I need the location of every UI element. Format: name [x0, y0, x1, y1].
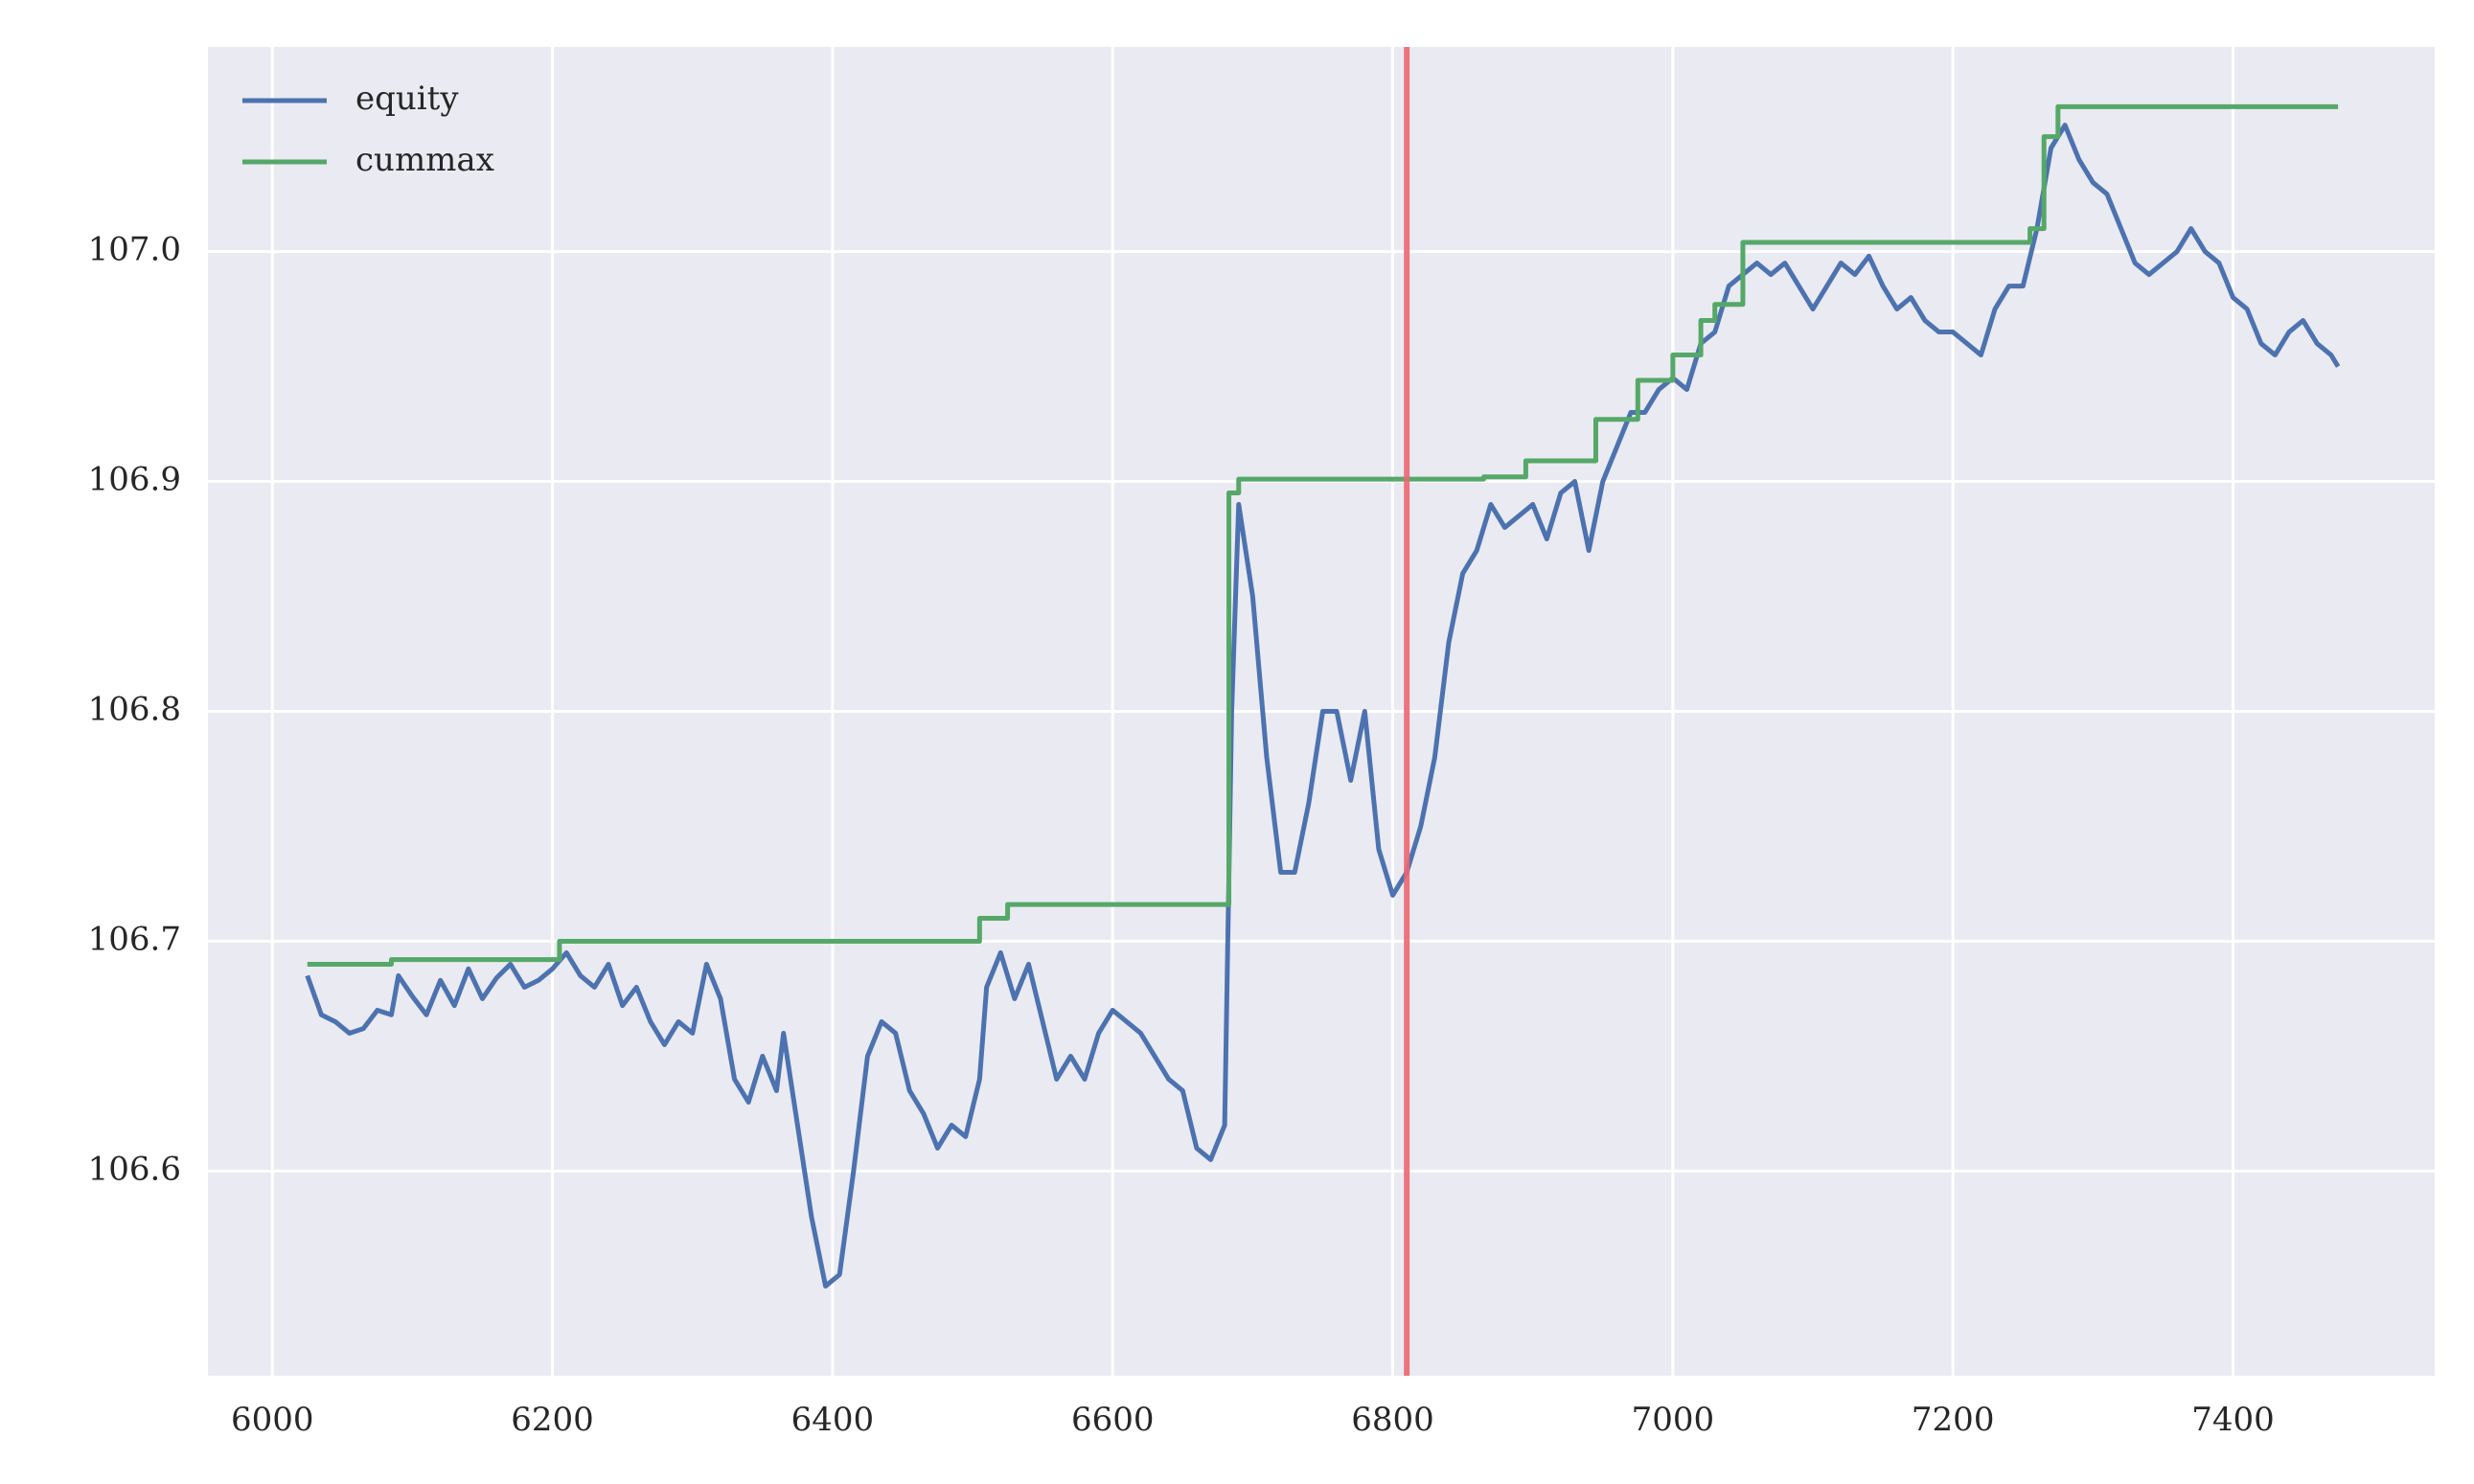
y-tick-label: 106.8	[88, 691, 181, 729]
y-tick-label: 106.7	[88, 920, 181, 958]
x-tick-label: 7400	[2191, 1401, 2275, 1439]
legend-label: equity	[355, 80, 459, 118]
line-cummax	[307, 103, 2339, 967]
x-tick-label: 7000	[1632, 1401, 1715, 1439]
line-equity	[305, 123, 2341, 1289]
y-tick-label: 106.9	[88, 461, 181, 499]
x-tick-label: 6600	[1071, 1401, 1155, 1439]
legend-label: cummax	[355, 141, 494, 179]
x-tick-label: 6800	[1351, 1401, 1434, 1439]
y-tick-label: 106.6	[88, 1150, 181, 1188]
x-tick-label: 6400	[791, 1401, 875, 1439]
x-tick-label: 7200	[1912, 1401, 1995, 1439]
x-tick-label: 6200	[511, 1401, 594, 1439]
y-tick-label: 107.0	[88, 231, 181, 269]
x-tick-label: 6000	[231, 1401, 314, 1439]
